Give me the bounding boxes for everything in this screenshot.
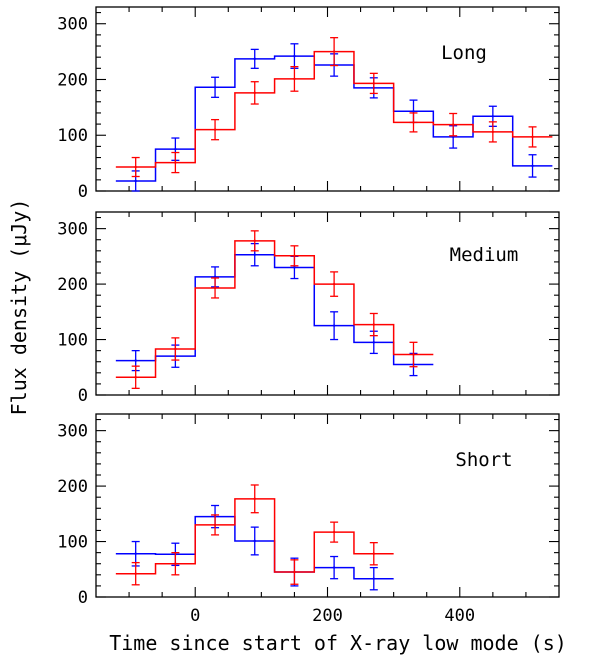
blue-data-point [134, 552, 137, 555]
blue-data-point [293, 266, 296, 269]
panel-frame [95, 211, 560, 396]
red-data-point [174, 562, 177, 565]
y-tick-label: 300 [57, 220, 88, 240]
blue-data-point [491, 115, 495, 118]
y-tick-label: 300 [57, 422, 88, 442]
red-data-point [451, 123, 455, 126]
red-data-point [412, 353, 415, 356]
red-data-point [134, 572, 137, 575]
red-data-point [174, 161, 177, 164]
blue-data-point [332, 324, 336, 327]
red-data-point [134, 165, 137, 169]
y-tick-label: 200 [57, 477, 88, 497]
x-axis-label: Time since start of X-ray low mode (s) [109, 631, 567, 655]
red-data-point [174, 347, 177, 351]
blue-data-point [174, 147, 177, 151]
panel-frame [95, 6, 560, 192]
blue-data-point [412, 110, 415, 113]
blue-data-point [531, 164, 534, 168]
blue-data-point [134, 359, 137, 362]
blue-data-point [372, 341, 375, 344]
x-tick-label: 0 [190, 606, 200, 626]
x-tick-label: 400 [444, 606, 475, 626]
y-tick-label: 100 [57, 126, 88, 146]
y-tick-label: 100 [57, 331, 88, 351]
red-data-point [213, 286, 217, 290]
panel-label: Medium [450, 244, 519, 266]
red-data-point [253, 91, 256, 95]
y-tick-label: 300 [57, 15, 88, 35]
blue-data-point [134, 179, 137, 183]
y-axis-label: Flux density (μJy) [7, 199, 31, 416]
blue-data-point [253, 253, 256, 256]
red-data-point [213, 523, 217, 527]
red-data-point [253, 239, 256, 243]
red-data-point [372, 82, 375, 85]
panel-frame [95, 413, 560, 598]
red-data-point [134, 376, 137, 379]
red-data-point [213, 128, 217, 131]
red-data-point [332, 282, 336, 286]
red-data-point [372, 323, 375, 326]
x-tick-label: 200 [312, 606, 343, 626]
y-tick-label: 200 [57, 70, 88, 90]
y-tick-label: 200 [57, 275, 88, 295]
red-data-point [372, 552, 375, 555]
y-tick-label: 0 [78, 182, 88, 202]
y-tick-label: 0 [78, 386, 88, 406]
red-data-point [293, 570, 296, 574]
panel-label: Short [455, 449, 512, 471]
blue-data-point [332, 566, 336, 569]
red-data-point [332, 50, 336, 53]
red-data-point [293, 77, 296, 81]
y-tick-label: 100 [57, 533, 88, 553]
blue-data-point [253, 57, 256, 61]
red-data-point [332, 530, 336, 534]
red-data-point [253, 497, 256, 501]
blue-data-point [253, 539, 256, 543]
panel-label: Long [441, 42, 487, 64]
blue-series-step [115, 253, 434, 366]
y-tick-label: 0 [78, 588, 88, 608]
blue-data-point [293, 54, 296, 58]
red-data-point [412, 121, 415, 124]
blue-data-point [372, 577, 375, 580]
red-data-point [531, 135, 534, 139]
blue-data-point [213, 86, 217, 89]
red-data-point [491, 130, 495, 134]
red-data-point [293, 254, 296, 258]
